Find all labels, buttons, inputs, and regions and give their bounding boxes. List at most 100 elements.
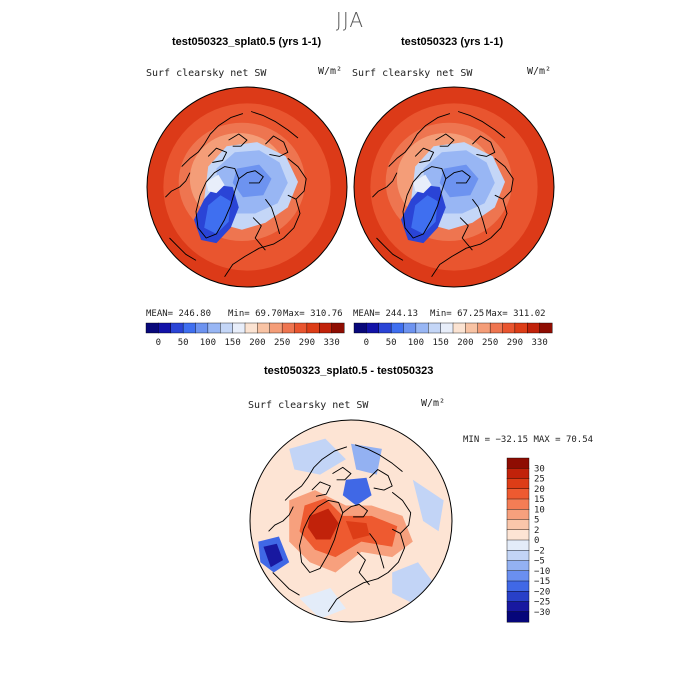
panel1-min: Min= 69.70: [228, 309, 283, 319]
panel3-colorbar-tick-label: 2: [534, 526, 539, 536]
panel3-minmax: MIN = −32.15 MAX = 70.54: [463, 435, 594, 445]
panel2-colorbar-swatch: [390, 322, 405, 334]
panel2-colorbar-tick-label: 200: [457, 338, 473, 348]
panel1-colorbar-tick-label: 50: [178, 338, 189, 348]
coastline: [445, 170, 471, 184]
panel3-colorbar-tick-label: 25: [534, 475, 545, 485]
panel2-mean: MEAN= 244.13: [353, 309, 419, 319]
panel1-max: Max= 310.76: [283, 309, 343, 319]
panel3-colorbar-swatch: [506, 457, 530, 469]
panel1-colorbar-tick-label: 0: [156, 338, 161, 348]
panel2-colorbar-swatch: [403, 322, 417, 334]
panel2-colorbar-swatch: [378, 322, 392, 334]
coastline: [169, 237, 197, 261]
panel3-colorbar-swatch: [506, 570, 530, 582]
panel2-colorbar: 0 50 100 150 200 250 290 330: [353, 322, 553, 348]
panel3-colorbar-swatch: [506, 601, 530, 613]
panel2-colorbar-swatch: [428, 322, 442, 334]
panel1-colorbar-swatch: [145, 322, 159, 334]
panel1-colorbar-swatch: [244, 322, 258, 334]
panel1-colorbar-tick-label: 330: [323, 338, 339, 348]
field-negative: [342, 477, 372, 506]
panel3-colorbar-tick-label: −5: [534, 557, 545, 567]
coastlines: [372, 111, 514, 278]
coastline: [391, 491, 412, 534]
field-greenland: [411, 195, 438, 234]
field-archipelago: [206, 174, 225, 194]
coastline: [327, 533, 406, 612]
panel3-colorbar-tick-label: −20: [534, 587, 550, 597]
panel2-colorbar-tick-label: 50: [386, 338, 397, 348]
panel1-colorbar-swatch: [257, 322, 271, 334]
field-positive: [345, 521, 370, 540]
panel1-colorbar-swatch: [331, 322, 345, 334]
panel3-colorbar-tick-label: 20: [534, 485, 545, 495]
coastline: [431, 199, 508, 278]
coastline: [299, 499, 344, 573]
panel2-colorbar-swatch: [502, 322, 516, 334]
panel3-colorbar-tick-label: −15: [534, 577, 550, 587]
panel3-colorbar-swatch: [506, 539, 530, 551]
coastline: [342, 504, 368, 518]
panel2-colorbar-tick-label: 150: [432, 338, 448, 348]
coastline: [376, 237, 404, 261]
panel2-colorbar-swatch: [415, 322, 429, 334]
panel1-title: test050323_splat0.5 (yrs 1-1): [172, 36, 322, 48]
panel2-colorbar-swatch: [514, 322, 528, 334]
coastline: [472, 135, 496, 157]
panel2-min: Min= 67.25: [430, 309, 485, 319]
coastline: [224, 199, 301, 278]
panel2-variable: Surf clearsky net SW: [352, 68, 473, 79]
panel3-colorbar-swatch: [506, 498, 530, 510]
coastline: [435, 133, 455, 147]
coastline: [354, 444, 403, 472]
coastline: [369, 469, 393, 491]
coastline: [459, 217, 473, 251]
coastline: [494, 158, 514, 200]
panel3-colorbar-tick-label: −30: [534, 608, 550, 618]
coastline: [388, 113, 451, 167]
field-negative: [263, 543, 283, 568]
coastline: [252, 217, 266, 251]
coastline: [284, 446, 348, 501]
coastlines: [268, 444, 412, 612]
panel1-mean: MEAN= 246.80: [146, 309, 212, 319]
panel2-colorbar-swatch: [527, 322, 541, 334]
panel2-max: Max= 311.02: [486, 309, 546, 319]
map-border: [353, 86, 555, 288]
panel1-colorbar-swatch: [269, 322, 283, 334]
coastline: [195, 166, 240, 239]
panel3-colorbar-swatch: [506, 519, 530, 531]
map-field: [354, 87, 554, 287]
panel3-colorbar-swatch: [506, 591, 530, 603]
panel1-colorbar-swatch: [170, 322, 184, 334]
panel3-colorbar-swatch: [506, 529, 530, 541]
coastline: [414, 147, 435, 163]
panel1-units: W/m²: [318, 66, 343, 77]
panel3-units: W/m²: [421, 398, 446, 409]
coastline: [238, 170, 264, 184]
panel3-colorbar-swatch: [506, 550, 530, 562]
panel1-colorbar-tick-label: 250: [274, 338, 290, 348]
panel2-colorbar-swatch: [465, 322, 479, 334]
coastline: [207, 147, 228, 163]
field-negative: [412, 479, 444, 532]
map-border: [146, 86, 348, 288]
coastlines: [165, 111, 307, 278]
panel3-colorbar-tick-label: −2: [534, 546, 545, 556]
panel3-colorbar-swatch: [506, 488, 530, 500]
coastline: [165, 172, 191, 198]
field-sea-ice: [232, 164, 272, 198]
map-field: [250, 420, 452, 622]
panel1-variable: Surf clearsky net SW: [146, 68, 267, 79]
panel1-colorbar-swatch: [158, 322, 172, 334]
panel2-title: test050323 (yrs 1-1): [401, 36, 504, 48]
panel3-colorbar-swatch: [506, 478, 530, 490]
panel1-colorbar-swatch: [232, 322, 246, 334]
panel1-colorbar-swatch: [207, 322, 221, 334]
coastline: [472, 198, 488, 235]
panel2-map: [353, 86, 555, 288]
coastline: [332, 466, 352, 481]
panel2-colorbar-tick-label: 330: [531, 338, 547, 348]
